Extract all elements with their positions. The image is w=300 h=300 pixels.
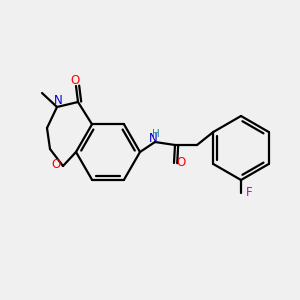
Text: N: N <box>148 133 158 146</box>
Text: O: O <box>70 74 80 86</box>
Text: F: F <box>246 185 252 199</box>
Text: O: O <box>51 158 61 172</box>
Text: H: H <box>152 129 160 139</box>
Text: N: N <box>54 94 62 107</box>
Text: O: O <box>176 155 186 169</box>
